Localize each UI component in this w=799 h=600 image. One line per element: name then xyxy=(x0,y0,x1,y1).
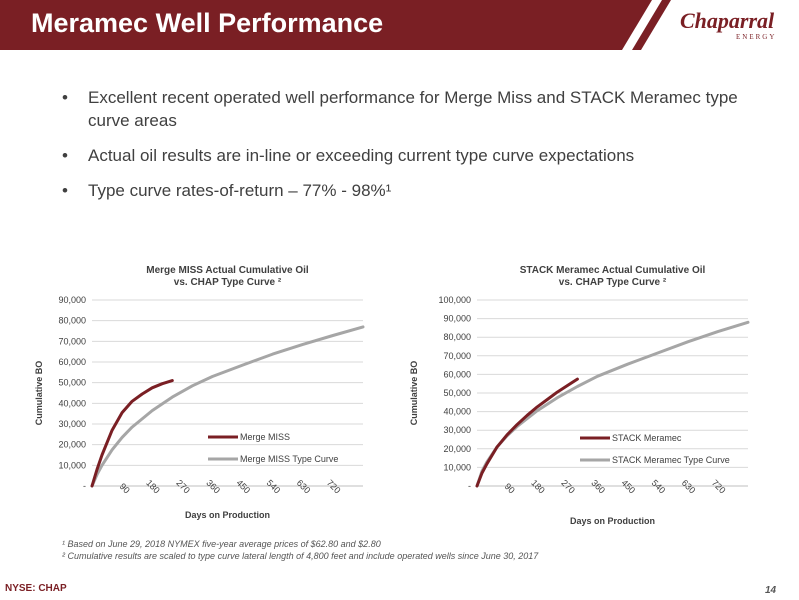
bullet-item: Excellent recent operated well performan… xyxy=(62,86,742,132)
y-tick-label: 50,000 xyxy=(443,388,471,398)
y-tick-label: 80,000 xyxy=(58,316,86,326)
header-stripe xyxy=(632,0,671,50)
y-tick-label: 10,000 xyxy=(443,462,471,472)
y-tick-label: 100,000 xyxy=(438,295,471,305)
x-tick-label: 630 xyxy=(295,478,313,496)
logo-subtitle: ENERGY xyxy=(736,33,777,41)
y-tick-label: 60,000 xyxy=(443,369,471,379)
header-background xyxy=(0,0,671,50)
page-title: Meramec Well Performance xyxy=(31,8,384,38)
y-tick-label: 60,000 xyxy=(58,357,86,367)
series-line-type-curve xyxy=(90,325,365,488)
x-tick-label: 630 xyxy=(680,478,698,496)
page-number: 14 xyxy=(765,585,777,596)
chart-title: Merge MISS Actual Cumulative Oil xyxy=(146,265,309,276)
x-tick-label: 720 xyxy=(325,478,343,496)
x-tick-label: 90 xyxy=(118,481,132,495)
chart-title: STACK Meramec Actual Cumulative Oil xyxy=(520,265,706,276)
footnote: ¹ Based on June 29, 2018 NYMEX five-year… xyxy=(62,539,381,549)
y-tick-label: 70,000 xyxy=(58,336,86,346)
x-tick-label: 90 xyxy=(503,481,517,495)
y-tick-label: - xyxy=(468,481,471,491)
x-tick-label: 180 xyxy=(144,478,162,496)
y-axis-label: Cumulative BO xyxy=(34,361,44,426)
x-axis-label: Days on Production xyxy=(185,510,270,520)
logo-wordmark: Chaparral xyxy=(680,8,775,33)
y-tick-label: 80,000 xyxy=(443,332,471,342)
header-title-band xyxy=(0,0,652,50)
chart-subtitle: vs. CHAP Type Curve ² xyxy=(174,277,282,288)
y-tick-label: 40,000 xyxy=(443,407,471,417)
y-tick-label: 20,000 xyxy=(58,440,86,450)
y-tick-label: 30,000 xyxy=(443,425,471,435)
x-tick-label: 540 xyxy=(265,478,283,496)
legend-label: STACK Meramec Type Curve xyxy=(612,455,730,465)
ticker-label: NYSE: CHAP xyxy=(5,583,67,594)
x-tick-label: 270 xyxy=(174,478,192,496)
x-tick-label: 720 xyxy=(710,478,728,496)
bullet-item: Actual oil results are in-line or exceed… xyxy=(62,144,742,167)
x-tick-label: 360 xyxy=(589,478,607,496)
legend-label: STACK Meramec xyxy=(612,433,682,443)
header-bar: Meramec Well Performance Chaparral ENERG… xyxy=(0,0,799,50)
series-line-actual xyxy=(90,379,174,488)
x-tick-label: 180 xyxy=(529,478,547,496)
x-tick-label: 540 xyxy=(650,478,668,496)
legend-label: Merge MISS Type Curve xyxy=(240,454,338,464)
footnotes: ¹ Based on June 29, 2018 NYMEX five-year… xyxy=(62,538,538,562)
chaparral-logo: Chaparral ENERGY xyxy=(680,8,792,44)
chart-subtitle: vs. CHAP Type Curve ² xyxy=(559,277,667,288)
y-tick-label: - xyxy=(83,481,86,491)
y-tick-label: 40,000 xyxy=(58,398,86,408)
series-line-actual xyxy=(475,377,579,488)
footnote: ² Cumulative results are scaled to type … xyxy=(62,551,539,561)
x-axis-label: Days on Production xyxy=(570,516,655,526)
y-tick-label: 50,000 xyxy=(58,378,86,388)
y-tick-label: 90,000 xyxy=(443,314,471,324)
x-tick-label: 450 xyxy=(620,478,638,496)
y-tick-label: 30,000 xyxy=(58,419,86,429)
bullet-item: Type curve rates-of-return – 77% - 98%¹ xyxy=(62,179,742,202)
x-tick-label: 360 xyxy=(204,478,222,496)
y-tick-label: 70,000 xyxy=(443,351,471,361)
y-tick-label: 20,000 xyxy=(443,444,471,454)
x-tick-label: 450 xyxy=(235,478,253,496)
x-tick-label: 270 xyxy=(559,478,577,496)
bullet-list: Excellent recent operated well performan… xyxy=(62,86,742,214)
y-axis-label: Cumulative BO xyxy=(409,361,419,426)
y-tick-label: 90,000 xyxy=(58,295,86,305)
y-tick-label: 10,000 xyxy=(58,460,86,470)
legend-label: Merge MISS xyxy=(240,432,290,442)
